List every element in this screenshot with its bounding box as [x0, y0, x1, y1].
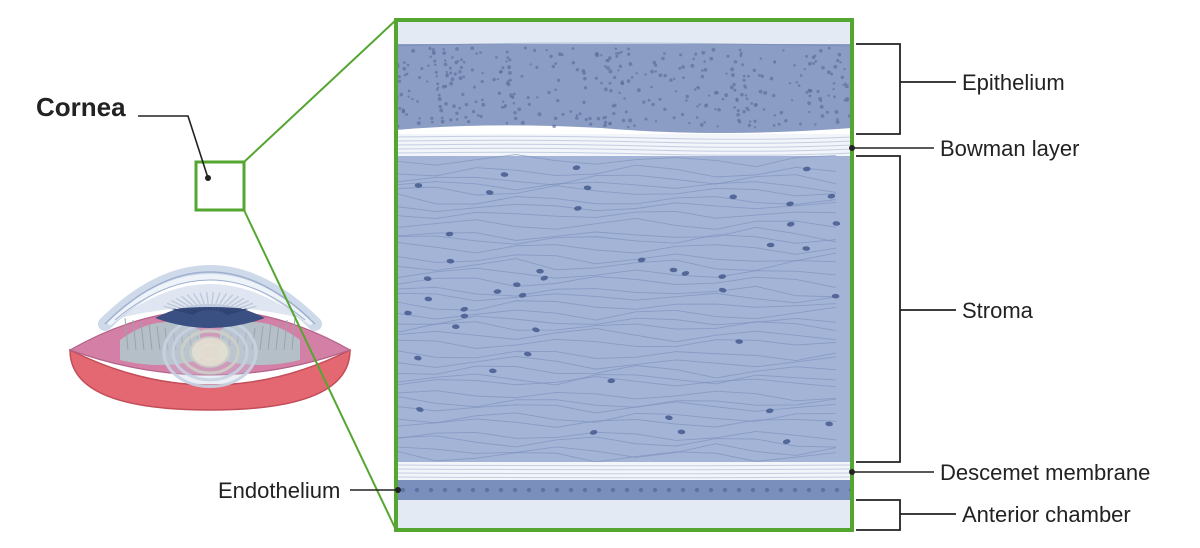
bracket	[856, 500, 956, 530]
label-stroma: Stroma	[962, 298, 1033, 324]
zoom-line	[244, 20, 396, 162]
label-anterior: Anterior chamber	[962, 502, 1131, 528]
label-descemet: Descemet membrane	[940, 460, 1150, 486]
bracket	[856, 156, 956, 462]
cornea-title: Cornea	[36, 92, 126, 123]
magnification-box	[395, 20, 854, 530]
eye-cross-section	[70, 272, 350, 410]
sample-box	[196, 162, 244, 210]
label-bowman: Bowman layer	[940, 136, 1079, 162]
bracket	[856, 44, 956, 134]
label-epithelium: Epithelium	[962, 70, 1065, 96]
label-endothelium: Endothelium	[218, 478, 340, 504]
